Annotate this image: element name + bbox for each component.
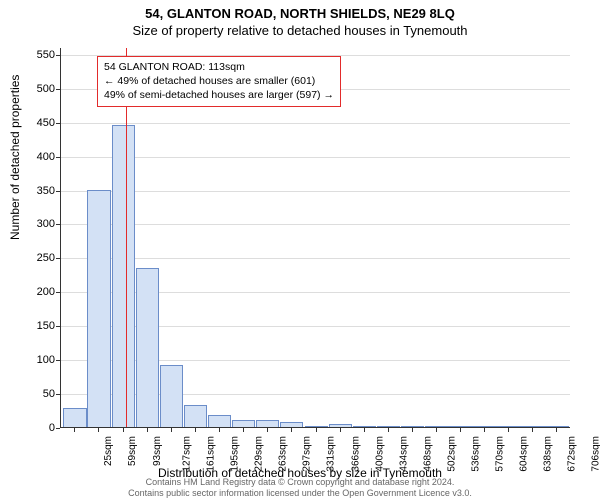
y-tick-label: 0: [25, 422, 55, 434]
info-box-line: 49% of semi-detached houses are larger (…: [104, 88, 334, 102]
x-tick-mark: [171, 428, 172, 432]
plot-area: 54 GLANTON ROAD: 113sqm← 49% of detached…: [60, 48, 570, 428]
y-tick-label: 250: [25, 252, 55, 264]
y-tick-label: 200: [25, 286, 55, 298]
x-tick-label: 93sqm: [152, 436, 163, 466]
footer-attribution: Contains HM Land Registry data © Crown c…: [0, 477, 600, 498]
histogram-bar: [353, 426, 377, 427]
x-tick-mark: [219, 428, 220, 432]
histogram-bar: [377, 426, 401, 427]
x-tick-mark: [267, 428, 268, 432]
histogram-bar: [425, 426, 449, 427]
property-info-box: 54 GLANTON ROAD: 113sqm← 49% of detached…: [97, 56, 341, 107]
x-tick-mark: [460, 428, 461, 432]
x-tick-mark: [484, 428, 485, 432]
x-tick-mark: [243, 428, 244, 432]
page-title-main: 54, GLANTON ROAD, NORTH SHIELDS, NE29 8L…: [0, 0, 600, 21]
x-tick-mark: [556, 428, 557, 432]
histogram-bar: [401, 426, 425, 427]
histogram-bar: [473, 426, 497, 427]
x-tick-mark: [147, 428, 148, 432]
y-tick-label: 550: [25, 49, 55, 61]
x-tick-mark: [532, 428, 533, 432]
x-tick-mark: [412, 428, 413, 432]
histogram-bar: [305, 426, 329, 427]
y-tick-label: 100: [25, 354, 55, 366]
histogram-bar: [256, 420, 280, 427]
y-tick-label: 450: [25, 117, 55, 129]
x-tick-mark: [508, 428, 509, 432]
histogram-bar: [545, 426, 569, 427]
footer-line-2: Contains public sector information licen…: [0, 488, 600, 498]
x-tick-mark: [195, 428, 196, 432]
histogram-bar: [329, 424, 353, 427]
histogram-bar: [112, 125, 136, 427]
y-tick-label: 500: [25, 83, 55, 95]
histogram-bar: [521, 426, 545, 427]
y-axis-label: Number of detached properties: [8, 75, 22, 240]
page-title-sub: Size of property relative to detached ho…: [0, 21, 600, 38]
x-tick-mark: [388, 428, 389, 432]
x-tick-mark: [291, 428, 292, 432]
histogram-bar: [160, 365, 184, 427]
histogram-bar: [208, 415, 232, 427]
histogram-bar: [232, 420, 256, 427]
histogram-bar: [497, 426, 521, 427]
y-tick-mark: [56, 428, 60, 429]
x-tick-mark: [340, 428, 341, 432]
histogram-bar: [449, 426, 473, 427]
y-tick-label: 400: [25, 151, 55, 163]
footer-line-1: Contains HM Land Registry data © Crown c…: [0, 477, 600, 487]
info-box-line: ← 49% of detached houses are smaller (60…: [104, 74, 334, 88]
y-tick-label: 150: [25, 320, 55, 332]
x-tick-mark: [98, 428, 99, 432]
histogram-bar: [63, 408, 87, 427]
x-tick-mark: [316, 428, 317, 432]
x-tick-label: 25sqm: [103, 436, 114, 466]
x-tick-label: 59sqm: [128, 436, 139, 466]
chart-area: 050100150200250300350400450500550 54 GLA…: [60, 48, 570, 428]
info-box-line: 54 GLANTON ROAD: 113sqm: [104, 60, 334, 74]
histogram-bar: [280, 422, 304, 427]
x-tick-mark: [364, 428, 365, 432]
x-tick-mark: [436, 428, 437, 432]
histogram-bar: [87, 190, 111, 428]
y-tick-label: 350: [25, 185, 55, 197]
x-tick-mark: [74, 428, 75, 432]
x-tick-mark: [123, 428, 124, 432]
histogram-bar: [136, 268, 160, 427]
y-tick-label: 50: [25, 388, 55, 400]
y-tick-label: 300: [25, 218, 55, 230]
histogram-bar: [184, 405, 208, 427]
